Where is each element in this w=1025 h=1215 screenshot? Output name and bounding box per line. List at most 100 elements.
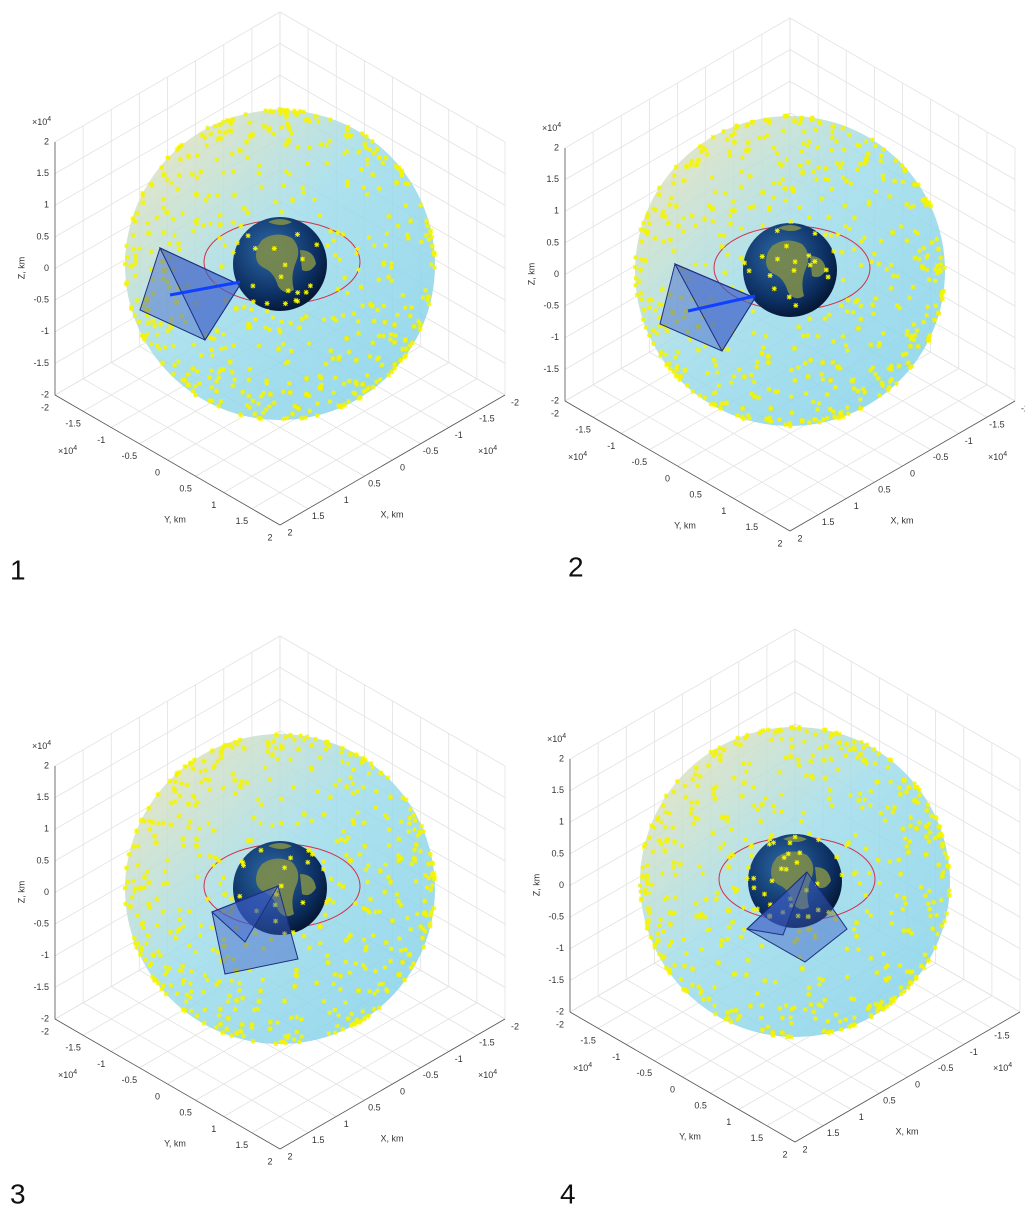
x-tick-label: -1.5 — [479, 1038, 495, 1048]
x-tick-label: -1 — [965, 436, 973, 446]
z-tick-label: 2 — [44, 760, 49, 770]
x-tick-label: -2 — [511, 1021, 519, 1031]
x-tick-label: 1 — [344, 1119, 349, 1129]
exponent-base: ×10 — [988, 452, 1003, 462]
axis-exponent: ×104 — [32, 116, 51, 128]
z-tick-label: 2 — [559, 753, 564, 763]
z-tick-label: 0 — [44, 263, 49, 273]
y-tick-label: -0.5 — [122, 451, 138, 461]
y-tick-label: 1.5 — [236, 1140, 249, 1150]
x-axis-label: X, km — [380, 1133, 403, 1143]
exponent-base: ×10 — [32, 741, 47, 751]
x-tick-label: 1.5 — [827, 1128, 840, 1138]
y-tick-label: 0 — [155, 1091, 160, 1101]
z-tick-label: -1.5 — [33, 982, 49, 992]
exponent-base: ×10 — [58, 1070, 73, 1080]
x-tick-label: -0.5 — [423, 1070, 439, 1080]
x-tick-label: -1.5 — [994, 1031, 1010, 1041]
x-tick-label: 1.5 — [312, 511, 325, 521]
x-tick-label: -2 — [1021, 403, 1025, 413]
x-tick-label: -2 — [511, 397, 519, 407]
y-tick-label: -2 — [551, 408, 559, 418]
y-tick-label: 0 — [670, 1084, 675, 1094]
exponent-power: 4 — [1003, 451, 1007, 458]
exponent-power: 4 — [47, 116, 51, 123]
y-tick-label: 0 — [665, 473, 670, 483]
y-axis-label: Y, km — [679, 1131, 701, 1141]
exponent-base: ×10 — [542, 123, 557, 133]
x-tick-label: 1 — [859, 1112, 864, 1122]
y-tick-label: 1.5 — [236, 516, 249, 526]
z-tick-label: 2 — [44, 136, 49, 146]
exponent-base: ×10 — [568, 452, 583, 462]
axis-exponent: ×104 — [542, 122, 561, 134]
axis-exponent: ×104 — [573, 1062, 592, 1074]
exponent-base: ×10 — [32, 117, 47, 127]
exponent-base: ×10 — [993, 1063, 1008, 1073]
x-tick-label: 1.5 — [312, 1135, 325, 1145]
x-tick-label: 2 — [802, 1144, 807, 1154]
z-tick-label: 0 — [44, 887, 49, 897]
y-tick-label: -1.5 — [65, 419, 81, 429]
y-tick-label: 0 — [155, 467, 160, 477]
z-tick-label: -1 — [41, 326, 49, 336]
exponent-power: 4 — [47, 740, 51, 747]
x-tick-label: 1 — [344, 495, 349, 505]
y-tick-label: -1.5 — [65, 1043, 81, 1053]
z-tick-label: -2 — [41, 389, 49, 399]
z-tick-label: -1.5 — [33, 358, 49, 368]
x-tick-label: 0.5 — [368, 1103, 381, 1113]
exponent-base: ×10 — [58, 446, 73, 456]
axis-exponent: ×104 — [58, 445, 77, 457]
x-tick-label: 1.5 — [822, 517, 835, 527]
panel-label: 3 — [10, 1178, 26, 1209]
y-tick-label: 0.5 — [694, 1101, 707, 1111]
x-tick-label: -1.5 — [989, 420, 1005, 430]
y-tick-label: -1 — [612, 1052, 620, 1062]
y-tick-label: -1 — [97, 1059, 105, 1069]
y-axis-label: Y, km — [164, 514, 186, 524]
x-tick-label: -0.5 — [933, 452, 949, 462]
x-tick-label: 0 — [400, 462, 405, 472]
y-tick-label: -1 — [97, 435, 105, 445]
exponent-base: ×10 — [478, 446, 493, 456]
panel-label: 1 — [10, 554, 26, 585]
panel: -2-1.5-1-0.500.511.52-2-1.5-1-0.500.511.… — [16, 636, 519, 1166]
axis-exponent: ×104 — [568, 451, 587, 463]
z-tick-label: -0.5 — [33, 295, 49, 305]
z-tick-label: 1 — [554, 206, 559, 216]
exponent-power: 4 — [493, 1069, 497, 1076]
exponent-power: 4 — [588, 1062, 592, 1069]
x-axis-label: X, km — [895, 1126, 918, 1136]
axis-exponent: ×104 — [32, 740, 51, 752]
z-tick-label: 1.5 — [36, 792, 49, 802]
axis-exponent: ×104 — [993, 1062, 1012, 1074]
exponent-power: 4 — [73, 445, 77, 452]
x-tick-label: -1 — [970, 1047, 978, 1057]
x-tick-label: -0.5 — [938, 1063, 954, 1073]
y-tick-label: -2 — [41, 1026, 49, 1036]
axis-exponent: ×104 — [478, 1069, 497, 1081]
z-tick-label: -2 — [41, 1013, 49, 1023]
y-tick-label: 2 — [267, 1156, 272, 1166]
panel: -2-1.5-1-0.500.511.52-2-1.5-1-0.500.511.… — [531, 629, 1025, 1159]
z-axis-label: Z, km — [16, 257, 26, 280]
z-tick-label: 0 — [554, 269, 559, 279]
z-tick-label: 1.5 — [36, 168, 49, 178]
axis-exponent: ×104 — [547, 733, 566, 745]
y-tick-label: 1.5 — [751, 1133, 764, 1143]
axis-exponent: ×104 — [988, 451, 1007, 463]
z-tick-label: 0.5 — [36, 231, 49, 241]
z-tick-label: 1.5 — [546, 174, 559, 184]
z-axis-label: Z, km — [526, 263, 536, 286]
exponent-power: 4 — [583, 451, 587, 458]
x-tick-label: 2 — [287, 527, 292, 537]
x-tick-label: 2 — [287, 1151, 292, 1161]
z-tick-label: -1.5 — [543, 364, 559, 374]
z-tick-label: -1.5 — [548, 975, 564, 985]
y-tick-label: -0.5 — [632, 457, 648, 467]
x-axis-label: X, km — [380, 509, 403, 519]
exponent-power: 4 — [562, 733, 566, 740]
exponent-base: ×10 — [478, 1070, 493, 1080]
z-tick-label: -1 — [551, 332, 559, 342]
